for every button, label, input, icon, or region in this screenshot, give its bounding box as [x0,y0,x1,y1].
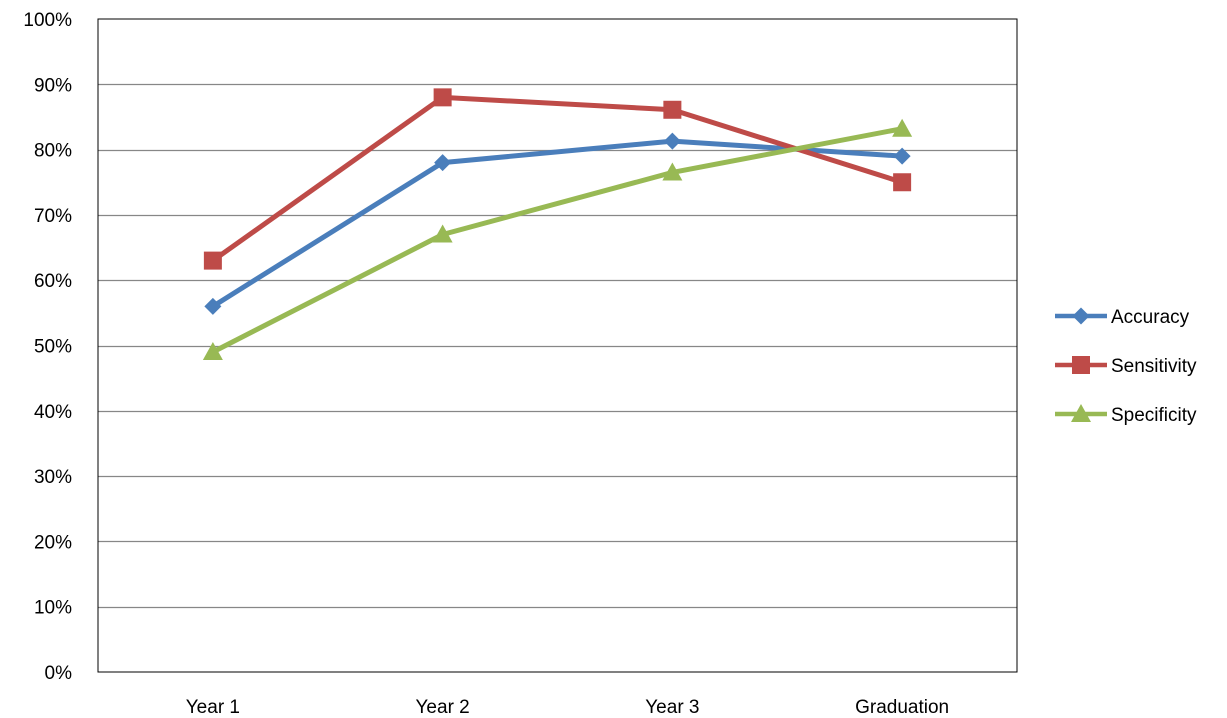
x-tick-label-3: Year 3 [645,697,699,718]
data-point-accuracy-1 [204,297,222,315]
legend-item-specificity: Specificity [1055,404,1197,426]
plot-area-frame [97,18,1018,673]
data-point-accuracy-2 [434,154,452,172]
y-tick-label-80: 80% [34,141,72,162]
series-sensitivity [203,88,912,270]
series-line-specificity [210,126,905,355]
x-tick-label-4: Graduation [855,697,949,718]
data-point-specificity-3 [662,162,683,181]
y-tick-label-20: 20% [34,532,72,553]
y-tick-label-100: 100% [23,10,72,31]
y-tick-label-30: 30% [34,467,72,488]
data-point-accuracy-3 [663,132,681,150]
y-tick-label-70: 70% [34,206,72,227]
x-tick-label-2: Year 2 [416,697,470,718]
data-point-sensitivity-1 [203,251,222,270]
y-tick-label-90: 90% [34,75,72,96]
legend-item-sensitivity: Sensitivity [1055,356,1197,377]
series-line-sensitivity [210,94,905,264]
data-point-specificity-4 [892,118,913,137]
x-axis-tick-labels: Year 1 Year 2 Year 3 Graduation [186,697,949,718]
legend-label-accuracy: Accuracy [1111,307,1190,328]
series-line-accuracy [210,138,905,309]
legend-marker-sensitivity [1072,356,1090,374]
y-tick-label-50: 50% [34,337,72,358]
y-tick-label-10: 10% [34,598,72,619]
series-lines [202,88,913,361]
x-tick-label-1: Year 1 [186,697,240,718]
legend-item-accuracy: Accuracy [1055,307,1190,328]
data-point-specificity-2 [432,224,453,243]
y-tick-label-40: 40% [34,402,72,423]
legend: Accuracy Sensitivity Specificity [1055,307,1197,426]
data-point-specificity-1 [202,342,223,361]
legend-marker-accuracy [1072,307,1090,325]
y-tick-label-60: 60% [34,271,72,292]
gridlines [98,83,1017,609]
legend-label-specificity: Specificity [1111,405,1197,426]
legend-marker-specificity [1071,404,1091,422]
data-point-sensitivity-4 [893,173,912,192]
data-point-sensitivity-3 [663,100,682,119]
y-tick-label-0: 0% [45,663,73,684]
y-axis-tick-labels: 0% 10% 20% 30% 40% 50% 60% 70% 80% 90% 100% [23,10,72,684]
series-specificity [202,118,913,361]
series-accuracy [204,132,911,315]
data-point-accuracy-4 [893,147,911,165]
data-point-sensitivity-2 [433,88,452,107]
legend-label-sensitivity: Sensitivity [1111,356,1197,377]
